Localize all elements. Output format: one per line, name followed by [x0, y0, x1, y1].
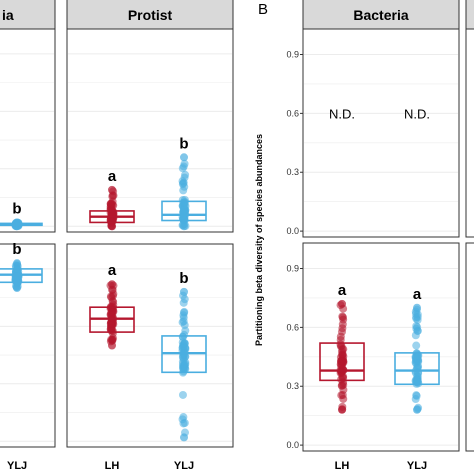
data-point — [181, 326, 190, 335]
strip-background — [0, 0, 56, 30]
data-point — [336, 335, 345, 344]
not-detected-label: N.D. — [329, 106, 355, 121]
box — [394, 352, 440, 386]
data-point — [338, 299, 346, 308]
panel-bacteria-bottom — [302, 242, 460, 452]
y-tick-label: 0.0 — [286, 226, 299, 236]
y-tick-label: 0.3 — [286, 167, 299, 177]
significance-letter: b — [12, 200, 21, 217]
data-point — [412, 341, 421, 350]
panel-protist-bottom — [66, 243, 234, 448]
y-tick-label: 0.3 — [286, 381, 299, 391]
data-point — [178, 318, 187, 327]
data-point — [413, 303, 421, 312]
facet-protist-strip: Protist — [66, 0, 234, 30]
data-point — [180, 222, 188, 231]
panel-partial-right-top — [465, 28, 474, 238]
data-point — [339, 357, 348, 366]
data-point — [339, 380, 348, 389]
box — [161, 200, 207, 222]
data-point — [338, 324, 347, 333]
panel-protist-top — [66, 28, 234, 233]
data-point — [180, 433, 188, 442]
data-point — [179, 204, 188, 213]
data-point — [13, 259, 21, 268]
data-point — [338, 405, 346, 414]
data-point — [108, 291, 117, 300]
significance-letter: b — [179, 135, 188, 152]
strip-partial-right — [465, 0, 474, 30]
y-axis-bacteria-top: 0.0 0.3 0.6 0.9 — [286, 50, 303, 236]
data-point — [412, 391, 421, 400]
panel-partial-top — [0, 28, 56, 233]
x-tick-label-ylj: YLJ — [7, 460, 27, 472]
y-tick-label: 0.9 — [286, 50, 299, 60]
panel-partial-bottom — [0, 243, 56, 448]
plot-protist-top: ab — [68, 53, 232, 231]
data-point — [178, 180, 187, 189]
significance-letter: a — [413, 286, 422, 303]
data-point — [179, 364, 188, 373]
data-point — [108, 280, 116, 289]
panel-partial-right-bottom — [465, 242, 474, 452]
y-tick-label: 0.6 — [286, 322, 299, 332]
data-point — [412, 324, 421, 333]
data-point — [180, 153, 188, 162]
x-tick-label-ylj: YLJ — [174, 460, 194, 472]
y-tick-label: 0.9 — [286, 264, 299, 274]
data-point — [108, 341, 116, 350]
data-point — [109, 334, 118, 343]
data-point — [179, 186, 188, 195]
data-point — [412, 314, 421, 323]
plot-bacteria-top: N.D. N.D. — [304, 54, 458, 232]
facet-bacteria-strip: Bacteria — [302, 0, 460, 30]
strip-label: Bacteria — [353, 7, 408, 23]
panel-letter: B — [258, 1, 268, 18]
y-axis-bacteria-bottom: 0.0 0.3 0.6 0.9 — [286, 264, 303, 450]
x-tick-label-ylj: YLJ — [407, 460, 427, 472]
significance-letter: a — [108, 262, 117, 279]
x-tick-label-lh: LH — [335, 460, 350, 472]
not-detected-label: N.D. — [404, 106, 430, 121]
strip-label: ia — [2, 7, 14, 23]
data-point — [179, 342, 188, 351]
facet-partial-strip: ia — [0, 0, 56, 30]
data-point — [13, 284, 21, 293]
x-tick-label-lh: LH — [105, 460, 120, 472]
data-point — [108, 185, 116, 194]
box — [319, 342, 365, 382]
data-point — [339, 345, 348, 354]
data-point — [411, 354, 420, 363]
y-tick-label: 0.6 — [286, 108, 299, 118]
significance-letter: b — [179, 270, 188, 287]
data-point — [178, 390, 187, 399]
significance-letter: b — [12, 241, 21, 258]
significance-letter: a — [108, 168, 117, 185]
data-point — [106, 325, 115, 334]
panel-bacteria-top — [302, 28, 460, 238]
data-point — [180, 295, 189, 304]
significance-letter: a — [338, 282, 347, 299]
data-point — [178, 164, 187, 173]
data-point — [179, 419, 188, 428]
data-point — [180, 173, 189, 182]
data-point — [11, 274, 20, 283]
strip-background — [66, 0, 234, 30]
strip-label: Protist — [128, 7, 173, 23]
plot-partial-bottom: b — [0, 241, 54, 442]
y-axis-title: Partitioning beta diversity of species a… — [254, 134, 264, 346]
plot-partial-top: b — [0, 53, 54, 231]
data-point — [413, 405, 421, 414]
data-point — [180, 287, 188, 296]
y-tick-label: 0.0 — [286, 440, 299, 450]
data-point — [108, 222, 116, 231]
data-point — [108, 197, 117, 206]
